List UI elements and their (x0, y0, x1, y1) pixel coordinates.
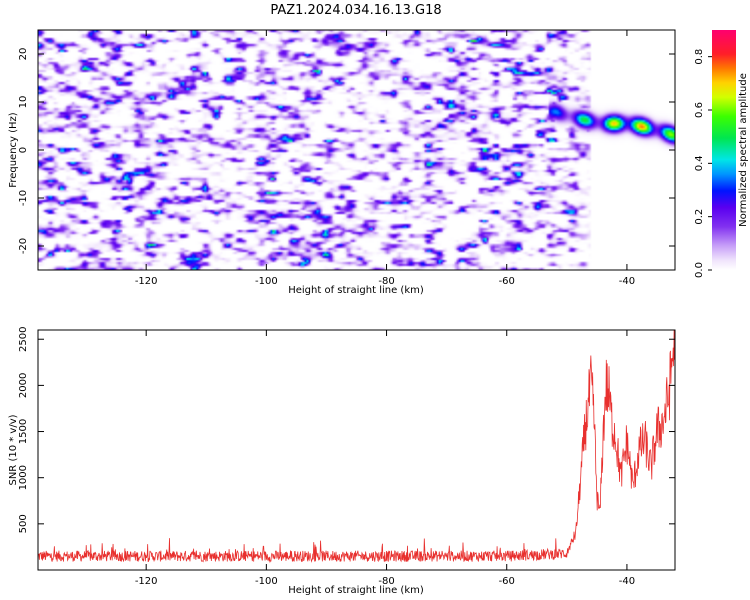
colorbar-tick-label: 0.6 (694, 102, 705, 118)
snr-plot-area (38, 330, 675, 570)
x-tick-label: -100 (255, 576, 278, 587)
x-tick-label: -60 (499, 276, 515, 287)
y-tick-label: 500 (18, 514, 29, 533)
spectrogram-image (38, 30, 675, 270)
snr-x-label: Height of straight line (km) (288, 585, 424, 596)
x-tick-label: -120 (135, 576, 158, 587)
x-tick-label: -40 (619, 276, 635, 287)
snr-series-line (37, 329, 676, 564)
snr-x-ticks: -120 -100 -80 -60 -40 (135, 330, 635, 587)
snr-y-label: SNR (10 * v/v) (8, 414, 19, 485)
x-tick-label: -80 (378, 276, 394, 287)
y-tick-label: 0 (18, 147, 29, 153)
colorbar-label: Normalized spectral amplitude (738, 73, 749, 227)
y-tick-label: 2500 (18, 327, 29, 352)
x-tick-label: -60 (499, 576, 515, 587)
y-tick-label: -20 (18, 238, 29, 254)
colorbar-tick-label: 0.8 (694, 49, 705, 65)
y-tick-label: -10 (18, 190, 29, 206)
figure-title: PAZ1.2024.034.16.13.G18 (270, 3, 441, 18)
colorbar-tick-label: 0.2 (694, 209, 705, 225)
snr-frame (37, 329, 676, 571)
x-tick-label: -100 (255, 276, 278, 287)
y-tick-label: 10 (18, 96, 29, 109)
snr-y-ticks: 500 1000 1500 2000 2500 (18, 327, 675, 533)
y-tick-label: 1500 (18, 419, 29, 444)
colorbar-tick-label: 0.0 (694, 262, 705, 278)
spectrogram-x-label: Height of straight line (km) (288, 285, 424, 296)
colorbar: 0.0 0.2 0.4 0.6 0.8 Normalized spectral ampl… (694, 30, 749, 278)
x-tick-label: -40 (619, 576, 635, 587)
y-tick-label: 20 (18, 48, 29, 61)
x-tick-label: -120 (135, 276, 158, 287)
colorbar-tick-label: 0.4 (694, 155, 705, 171)
spectrogram-y-ticks: -20 -10 0 10 20 (18, 48, 675, 254)
colorbar-gradient (712, 30, 736, 270)
snr-panel: -120 -100 -80 -60 -40 500 1000 1500 2000 2500 He… (8, 327, 676, 596)
x-tick-label: -80 (378, 576, 394, 587)
y-tick-label: 1000 (18, 465, 29, 490)
spectrogram-x-ticks: -120 -100 -80 -60 -40 (135, 30, 635, 287)
spectrogram-y-label: Frequency (Hz) (8, 112, 19, 188)
y-tick-label: 2000 (18, 373, 29, 398)
colorbar-ticks: 0.0 0.2 0.4 0.6 0.8 (694, 49, 712, 278)
